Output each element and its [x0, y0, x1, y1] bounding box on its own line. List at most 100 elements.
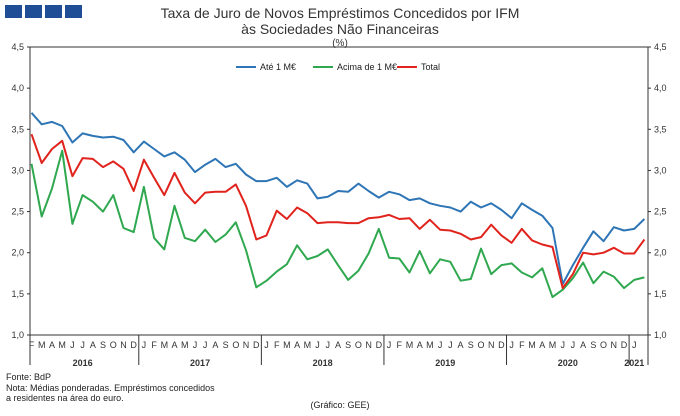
- logo-block: [45, 5, 62, 18]
- x-month-label: N: [120, 340, 127, 350]
- x-month-label: J: [509, 340, 514, 350]
- x-month-label: S: [468, 340, 474, 350]
- unit-label: (%): [332, 38, 348, 49]
- x-month-label: M: [38, 340, 46, 350]
- x-month-label: N: [243, 340, 250, 350]
- x-year-label: 2017: [190, 358, 210, 368]
- y-axes: 1,0 1,0 1,5 1,5 2,0 2,0 2,5 2,5 3,0 3,0 3,5 3,5 4,0 4…: [11, 42, 666, 340]
- x-year-label: 2016: [73, 358, 93, 368]
- x-month-label: S: [345, 340, 351, 350]
- x-month-label: F: [397, 340, 403, 350]
- plot-frame: [29, 46, 649, 336]
- x-month-label: F: [519, 340, 525, 350]
- x-month-label: D: [253, 340, 260, 350]
- y-tick-label-right: 3,0: [654, 165, 667, 175]
- series-line-at-1-m-: [30, 112, 646, 285]
- x-month-label: J: [80, 340, 85, 350]
- logo-block: [5, 5, 22, 18]
- y-tick-label-left: 4,5: [11, 42, 24, 52]
- series-line-acima-de-1-m-: [30, 149, 645, 299]
- x-month-label: A: [212, 340, 218, 350]
- logo-block: [65, 5, 82, 18]
- y-tick-label-right: 4,0: [654, 83, 667, 93]
- x-month-label: J: [560, 340, 565, 350]
- x-month-label: A: [539, 340, 545, 350]
- x-month-label: O: [355, 340, 362, 350]
- y-tick-label-left: 2,5: [11, 207, 24, 217]
- x-month-label: A: [172, 340, 178, 350]
- legend-label: Até 1 M€: [260, 62, 296, 72]
- x-month-label: N: [488, 340, 495, 350]
- x-month-label: M: [426, 340, 434, 350]
- series-line-total: [30, 133, 646, 290]
- x-month-label: S: [223, 340, 229, 350]
- y-tick-label-left: 3,5: [11, 124, 24, 134]
- x-month-label: J: [438, 340, 443, 350]
- x-month-label: N: [611, 340, 618, 350]
- y-tick-label-right: 3,5: [654, 124, 667, 134]
- y-tick-label-left: 3,0: [11, 165, 24, 175]
- x-month-label: A: [417, 340, 423, 350]
- x-month-label: M: [549, 340, 557, 350]
- x-month-label: O: [110, 340, 117, 350]
- x-month-label: D: [621, 340, 628, 350]
- x-month-label: J: [571, 340, 576, 350]
- x-month-label: J: [326, 340, 331, 350]
- x-month-label: M: [304, 340, 312, 350]
- x-month-label: F: [151, 340, 157, 350]
- x-month-label: M: [161, 340, 169, 350]
- x-month-label: M: [406, 340, 414, 350]
- x-month-label: F: [29, 340, 35, 350]
- y-tick-label-left: 1,0: [11, 330, 24, 340]
- x-month-label: J: [632, 340, 637, 350]
- x-month-label: S: [100, 340, 106, 350]
- x-month-label: S: [590, 340, 596, 350]
- chart-credit: (Gráfico: GEE): [310, 400, 370, 410]
- x-month-label: O: [600, 340, 607, 350]
- x-month-label: D: [376, 340, 383, 350]
- logo-block: [25, 5, 42, 18]
- x-month-label: A: [335, 340, 341, 350]
- y-tick-label-right: 4,5: [654, 42, 667, 52]
- x-month-label: J: [142, 340, 147, 350]
- x-month-label: A: [580, 340, 586, 350]
- x-month-label: A: [458, 340, 464, 350]
- legend-label: Total: [421, 62, 440, 72]
- footnote-line-2: a residentes na área do euro.: [6, 393, 124, 403]
- x-month-label: A: [294, 340, 300, 350]
- x-month-label: J: [387, 340, 392, 350]
- x-month-label: M: [283, 340, 291, 350]
- x-month-label: O: [477, 340, 484, 350]
- x-month-label: D: [130, 340, 137, 350]
- series-lines: [30, 112, 646, 299]
- y-tick-label-right: 2,0: [654, 248, 667, 258]
- y-tick-label-left: 2,0: [11, 248, 24, 258]
- x-month-label: M: [181, 340, 189, 350]
- y-tick-label-right: 1,5: [654, 289, 667, 299]
- chart-title-line-2: às Sociedades Não Financeiras: [241, 21, 439, 37]
- y-tick-label-right: 1,0: [654, 330, 667, 340]
- x-year-label: 2021: [624, 358, 644, 368]
- x-month-label: F: [274, 340, 280, 350]
- source-note: Fonte: BdP: [6, 372, 52, 382]
- y-tick-label-right: 2,5: [654, 207, 667, 217]
- chart-title-line-1: Taxa de Juro de Novos Empréstimos Conced…: [160, 5, 520, 21]
- y-tick-label-left: 1,5: [11, 289, 24, 299]
- x-month-label: J: [315, 340, 320, 350]
- legend: Até 1 M€ Acima de 1 M€ Total: [236, 62, 440, 72]
- y-tick-label-left: 4,0: [11, 83, 24, 93]
- x-month-label: N: [365, 340, 372, 350]
- x-month-label: J: [70, 340, 75, 350]
- brand-logo: [5, 5, 82, 18]
- x-month-label: J: [448, 340, 453, 350]
- legend-label: Acima de 1 M€: [337, 62, 397, 72]
- x-year-label: 2018: [313, 358, 333, 368]
- x-year-label: 2020: [558, 358, 578, 368]
- x-month-label: J: [264, 340, 269, 350]
- x-month-label: J: [203, 340, 208, 350]
- x-month-label: A: [49, 340, 55, 350]
- x-month-label: M: [528, 340, 536, 350]
- x-month-label: O: [232, 340, 239, 350]
